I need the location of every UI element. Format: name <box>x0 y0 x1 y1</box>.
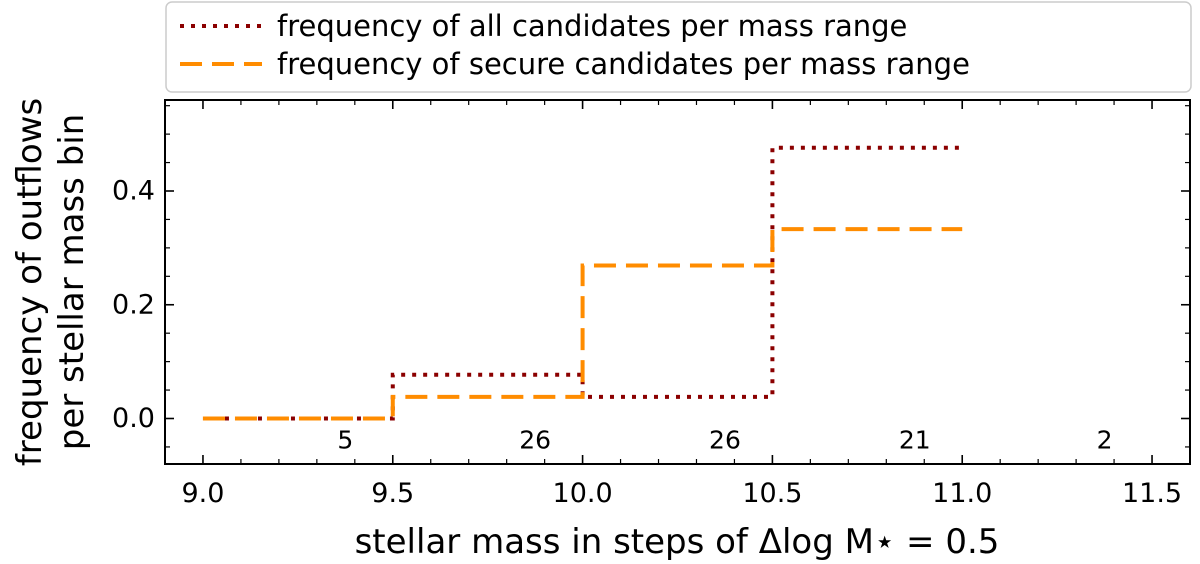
y-axis-label-line1: frequency of outflows <box>10 98 50 466</box>
x-tick-label: 11.5 <box>1122 478 1182 509</box>
x-tick-label: 9.5 <box>371 478 414 509</box>
legend-box <box>165 1 1192 93</box>
y-tick-label: 0.2 <box>112 289 155 320</box>
count-annotation: 26 <box>709 426 741 455</box>
x-tick-label: 9.0 <box>181 478 224 509</box>
series-secure-candidates-line <box>202 227 963 421</box>
count-annotation: 21 <box>899 426 931 455</box>
count-annotation: 2 <box>1097 426 1113 455</box>
y-tick-label: 0.4 <box>112 176 155 207</box>
x-tick-label: 11.0 <box>932 478 992 509</box>
x-axis-label: stellar mass in steps of Δlog M⋆ = 0.5 <box>355 522 1000 562</box>
plot-area <box>164 99 1191 465</box>
x-tick-label: 10.5 <box>742 478 802 509</box>
legend: frequency of all candidates per mass ran… <box>165 1 1192 93</box>
y-axis-label-line2: per stellar mass bin <box>52 114 92 451</box>
x-tick-label: 10.0 <box>553 478 613 509</box>
legend-label-all: frequency of all candidates per mass ran… <box>277 9 907 43</box>
count-annotation: 26 <box>519 426 551 455</box>
count-annotation: 5 <box>337 426 353 455</box>
y-tick-label: 0.0 <box>112 403 155 434</box>
legend-label-secure: frequency of secure candidates per mass … <box>277 47 970 81</box>
